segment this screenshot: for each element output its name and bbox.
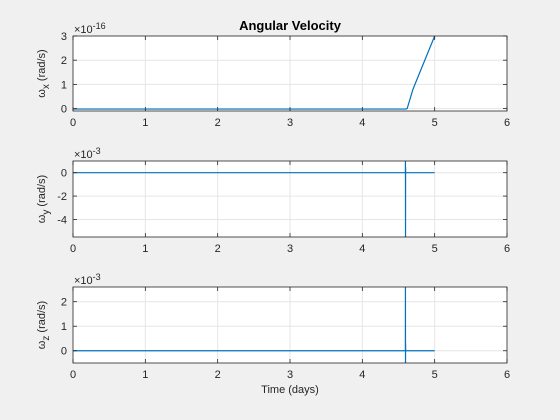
y-tick-label: -4 — [57, 214, 67, 226]
y-label-unit: (rad/s) — [36, 301, 48, 336]
x-tick-label: 0 — [70, 369, 76, 381]
x-tick-label: 4 — [359, 117, 365, 129]
y-label-subscript: x — [41, 84, 52, 89]
y-label-symbol: ω — [36, 340, 48, 349]
x-tick-label: 3 — [287, 369, 293, 381]
x-tick-label: 6 — [504, 243, 510, 255]
x-tick-label: 4 — [359, 369, 365, 381]
x-tick-label: 2 — [215, 243, 221, 255]
x-tick-label: 3 — [287, 243, 293, 255]
y-axis-label: ωy (rad/s) — [36, 175, 52, 223]
y-tick-label: 2 — [61, 297, 67, 309]
y-tick-label: 0 — [61, 168, 67, 180]
y-label-symbol: ω — [36, 89, 48, 98]
y-label-unit: (rad/s) — [36, 175, 48, 210]
y-tick-label: 0 — [61, 346, 67, 358]
y-label-subscript: z — [41, 336, 52, 341]
y-tick-label: 1 — [61, 321, 67, 333]
y-tick-label: 0 — [61, 104, 67, 116]
y-exponent-label: ×10-16 — [74, 21, 106, 36]
x-tick-label: 0 — [70, 117, 76, 129]
x-tick-label: 2 — [215, 369, 221, 381]
y-label-subscript: y — [41, 210, 52, 215]
x-tick-label: 1 — [142, 243, 148, 255]
y-exponent-label: ×10-3 — [74, 272, 101, 287]
x-tick-label: 1 — [142, 369, 148, 381]
y-label-symbol: ω — [36, 214, 48, 223]
x-tick-label: 0 — [70, 243, 76, 255]
exponent-base: ×10 — [74, 149, 93, 161]
subplot-3: 0 1 2 3 4 5 6 0 1 2 ×10-3 ωz (rad/s) Time (days) — [36, 272, 510, 396]
subplot-1: 0 1 2 3 4 5 6 0 1 2 3 ×10-16 ωx (rad/s) Angular Veloc… — [36, 18, 510, 129]
x-tick-label: 2 — [215, 117, 221, 129]
x-tick-label: 4 — [359, 243, 365, 255]
subplot-2: 0 1 2 3 4 5 6 -4 -2 0 ×10-3 ωy (rad/s) — [36, 146, 510, 255]
exponent-base: ×10 — [74, 275, 93, 287]
y-tick-label: 1 — [61, 79, 67, 91]
exponent-base: ×10 — [74, 24, 93, 36]
x-axis-label: Time (days) — [261, 384, 319, 396]
exponent-power: -16 — [93, 21, 106, 31]
x-tick-label: 6 — [504, 117, 510, 129]
x-tick-label: 1 — [142, 117, 148, 129]
series-line — [73, 35, 436, 110]
x-tick-label: 5 — [432, 369, 438, 381]
chart-title: Angular Velocity — [239, 18, 342, 33]
x-tick-label: 5 — [432, 117, 438, 129]
y-tick-label: 3 — [61, 31, 67, 43]
y-axis-label: ωz (rad/s) — [36, 301, 52, 349]
exponent-power: -3 — [93, 272, 101, 282]
y-exponent-label: ×10-3 — [74, 146, 101, 161]
x-tick-label: 3 — [287, 117, 293, 129]
y-label-unit: (rad/s) — [36, 49, 48, 84]
y-tick-label: 2 — [61, 55, 67, 67]
exponent-power: -3 — [93, 146, 101, 156]
y-tick-label: -2 — [57, 191, 67, 203]
x-tick-label: 6 — [504, 369, 510, 381]
x-tick-label: 5 — [432, 243, 438, 255]
y-axis-label: ωx (rad/s) — [36, 49, 52, 97]
